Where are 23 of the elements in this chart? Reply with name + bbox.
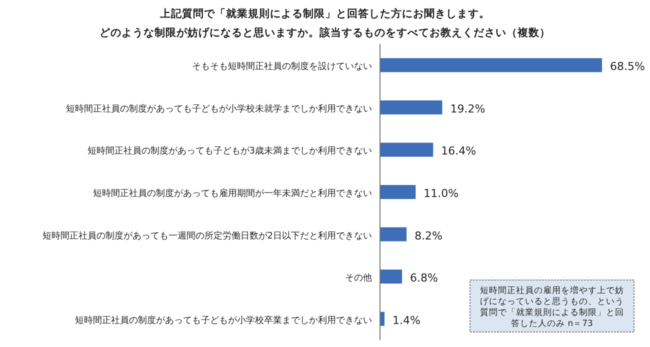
chart-title: 上記質問で「就業規則による制限」と回答した方にお聞きします。	[159, 7, 490, 20]
bar	[380, 100, 442, 114]
data-label: 16.4%	[441, 144, 476, 158]
data-label: 19.2%	[450, 102, 486, 116]
data-label: 11.0%	[424, 187, 459, 200]
y-tick-label: 短時間正社員の制度があっても子どもが小学校未就学までしか利用できない	[66, 103, 372, 114]
y-tick-label: 短時間正社員の制度があっても子どもが小学校卒業までしか利用できない	[75, 314, 372, 326]
data-label: 1.4%	[392, 314, 420, 327]
bar	[380, 58, 602, 72]
bar	[380, 185, 416, 199]
bar	[380, 270, 402, 284]
bar	[380, 142, 434, 157]
y-tick-label: その他	[345, 272, 372, 284]
chart-subtitle: どのような制限が妨げになると思いますか。該当するものをすべてお教えください（複数）	[100, 26, 550, 39]
annotation: 短時間正社員の雇用を増やす上で妨げになっていると思うもの、という質問で「就業規則による制限」と回答した人のみ n＝73	[480, 285, 624, 329]
data-label: 8.2%	[414, 229, 443, 242]
y-tick-label: 短時間正社員の制度があっても雇用期間が一年未満だと利用できない	[93, 188, 372, 199]
data-label: 68.5%	[610, 60, 645, 74]
y-tick-label: 短時間正社員の制度があっても一週間の所定労働日数が2日以下だと利用できない	[42, 230, 372, 242]
y-tick-label: そもそも短時間正社員の制度を設けていない	[192, 61, 372, 72]
data-label: 6.8%	[410, 272, 438, 285]
bar	[380, 227, 407, 242]
y-tick-label: 短時間正社員の制度があっても子どもが3歳未満までしか利用できない	[87, 146, 372, 157]
